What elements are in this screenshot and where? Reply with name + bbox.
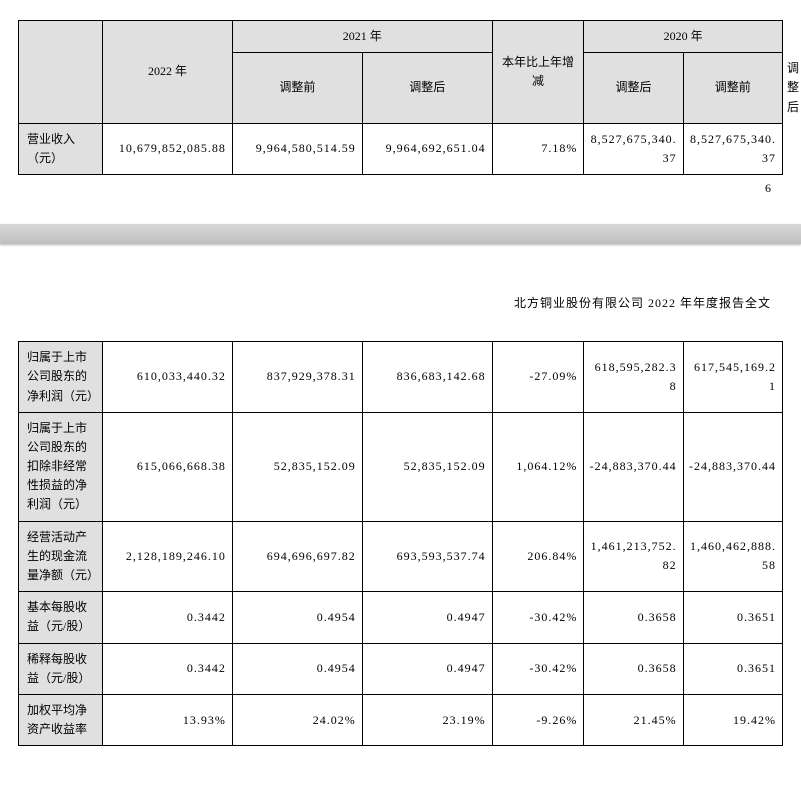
cell-v2021pre: 0.4954 — [232, 643, 362, 694]
table-row: 基本每股收益（元/股）0.34420.49540.4947-30.42%0.36… — [19, 592, 783, 643]
cell-v2021pre: 24.02% — [232, 694, 362, 745]
cell-v2022: 615,066,668.38 — [103, 412, 233, 521]
cell-revenue-2020post: 8,527,675,340.37 — [683, 123, 782, 174]
report-title: 北方铜业股份有限公司 2022 年年度报告全文 — [0, 254, 801, 331]
cell-v2022: 0.3442 — [103, 592, 233, 643]
cell-change: 1,064.12% — [492, 412, 584, 521]
header-2020-pre: 调整前 — [683, 53, 782, 124]
cell-v2021post: 0.4947 — [362, 592, 492, 643]
header-change: 本年比上年增减 — [492, 21, 584, 124]
cell-change: -9.26% — [492, 694, 584, 745]
table-row: 加权平均净资产收益率13.93%24.02%23.19%-9.26%21.45%… — [19, 694, 783, 745]
cell-change: -30.42% — [492, 592, 584, 643]
table-row: 营业收入（元） 10,679,852,085.88 9,964,580,514.… — [19, 123, 783, 174]
cell-revenue-2021pre: 9,964,580,514.59 — [232, 123, 362, 174]
cell-v2020pre: 0.3658 — [584, 592, 683, 643]
page-number-top: 6 — [0, 175, 801, 206]
page-break-bar — [0, 224, 801, 244]
cell-revenue-2021post: 9,964,692,651.04 — [362, 123, 492, 174]
header-2022: 2022 年 — [103, 21, 233, 124]
bottom-detail-table: 归属于上市公司股东的净利润（元）610,033,440.32837,929,37… — [18, 341, 783, 746]
cell-revenue-2020pre: 8,527,675,340.37 — [584, 123, 683, 174]
cell-v2020post: -24,883,370.44 — [683, 412, 782, 521]
row-label: 归属于上市公司股东的净利润（元） — [19, 342, 103, 413]
cell-v2021post: 23.19% — [362, 694, 492, 745]
cell-v2022: 13.93% — [103, 694, 233, 745]
cell-v2022: 2,128,189,246.10 — [103, 521, 233, 592]
cell-v2020post: 0.3651 — [683, 643, 782, 694]
cell-v2021pre: 837,929,378.31 — [232, 342, 362, 413]
table-row: 归属于上市公司股东的扣除非经常性损益的净利润（元）615,066,668.385… — [19, 412, 783, 521]
table-row: 经营活动产生的现金流量净额（元）2,128,189,246.10694,696,… — [19, 521, 783, 592]
row-label: 归属于上市公司股东的扣除非经常性损益的净利润（元） — [19, 412, 103, 521]
header-2021: 2021 年 — [232, 21, 492, 53]
cell-v2021pre: 0.4954 — [232, 592, 362, 643]
header-2021-post: 调整后 — [362, 53, 492, 124]
cell-v2020post: 0.3651 — [683, 592, 782, 643]
header-blank — [19, 21, 103, 124]
cell-v2022: 610,033,440.32 — [103, 342, 233, 413]
header-change-post: 调整后 — [584, 53, 683, 124]
cell-v2021pre: 52,835,152.09 — [232, 412, 362, 521]
cell-v2020post: 1,460,462,888.58 — [683, 521, 782, 592]
cell-revenue-2022: 10,679,852,085.88 — [103, 123, 233, 174]
cell-change: -30.42% — [492, 643, 584, 694]
cell-v2020pre: 1,461,213,752.82 — [584, 521, 683, 592]
header-2021-pre: 调整前 — [232, 53, 362, 124]
cell-v2020pre: -24,883,370.44 — [584, 412, 683, 521]
row-label-revenue: 营业收入（元） — [19, 123, 103, 174]
cell-v2020pre: 21.45% — [584, 694, 683, 745]
cell-change: 206.84% — [492, 521, 584, 592]
cell-change: -27.09% — [492, 342, 584, 413]
page-container: 2022 年 2021 年 本年比上年增减 2020 年 调整前 调整后 调整后… — [0, 20, 801, 746]
row-label: 基本每股收益（元/股） — [19, 592, 103, 643]
table-header-row-1: 2022 年 2021 年 本年比上年增减 2020 年 — [19, 21, 783, 53]
table-row: 归属于上市公司股东的净利润（元）610,033,440.32837,929,37… — [19, 342, 783, 413]
cell-v2022: 0.3442 — [103, 643, 233, 694]
top-summary-table: 2022 年 2021 年 本年比上年增减 2020 年 调整前 调整后 调整后… — [18, 20, 783, 175]
cell-v2020post: 19.42% — [683, 694, 782, 745]
row-label: 经营活动产生的现金流量净额（元） — [19, 521, 103, 592]
cell-revenue-change: 7.18% — [492, 123, 584, 174]
cell-v2021post: 0.4947 — [362, 643, 492, 694]
table-row: 稀释每股收益（元/股）0.34420.49540.4947-30.42%0.36… — [19, 643, 783, 694]
cell-v2021post: 836,683,142.68 — [362, 342, 492, 413]
bottom-table-body: 归属于上市公司股东的净利润（元）610,033,440.32837,929,37… — [19, 342, 783, 746]
cell-v2021pre: 694,696,697.82 — [232, 521, 362, 592]
page-break — [0, 214, 801, 254]
cell-v2020pre: 618,595,282.38 — [584, 342, 683, 413]
cell-v2020pre: 0.3658 — [584, 643, 683, 694]
cell-v2021post: 693,593,537.74 — [362, 521, 492, 592]
row-label: 加权平均净资产收益率 — [19, 694, 103, 745]
header-2020: 2020 年 — [584, 21, 783, 53]
row-label: 稀释每股收益（元/股） — [19, 643, 103, 694]
cell-v2021post: 52,835,152.09 — [362, 412, 492, 521]
cell-v2020post: 617,545,169.21 — [683, 342, 782, 413]
